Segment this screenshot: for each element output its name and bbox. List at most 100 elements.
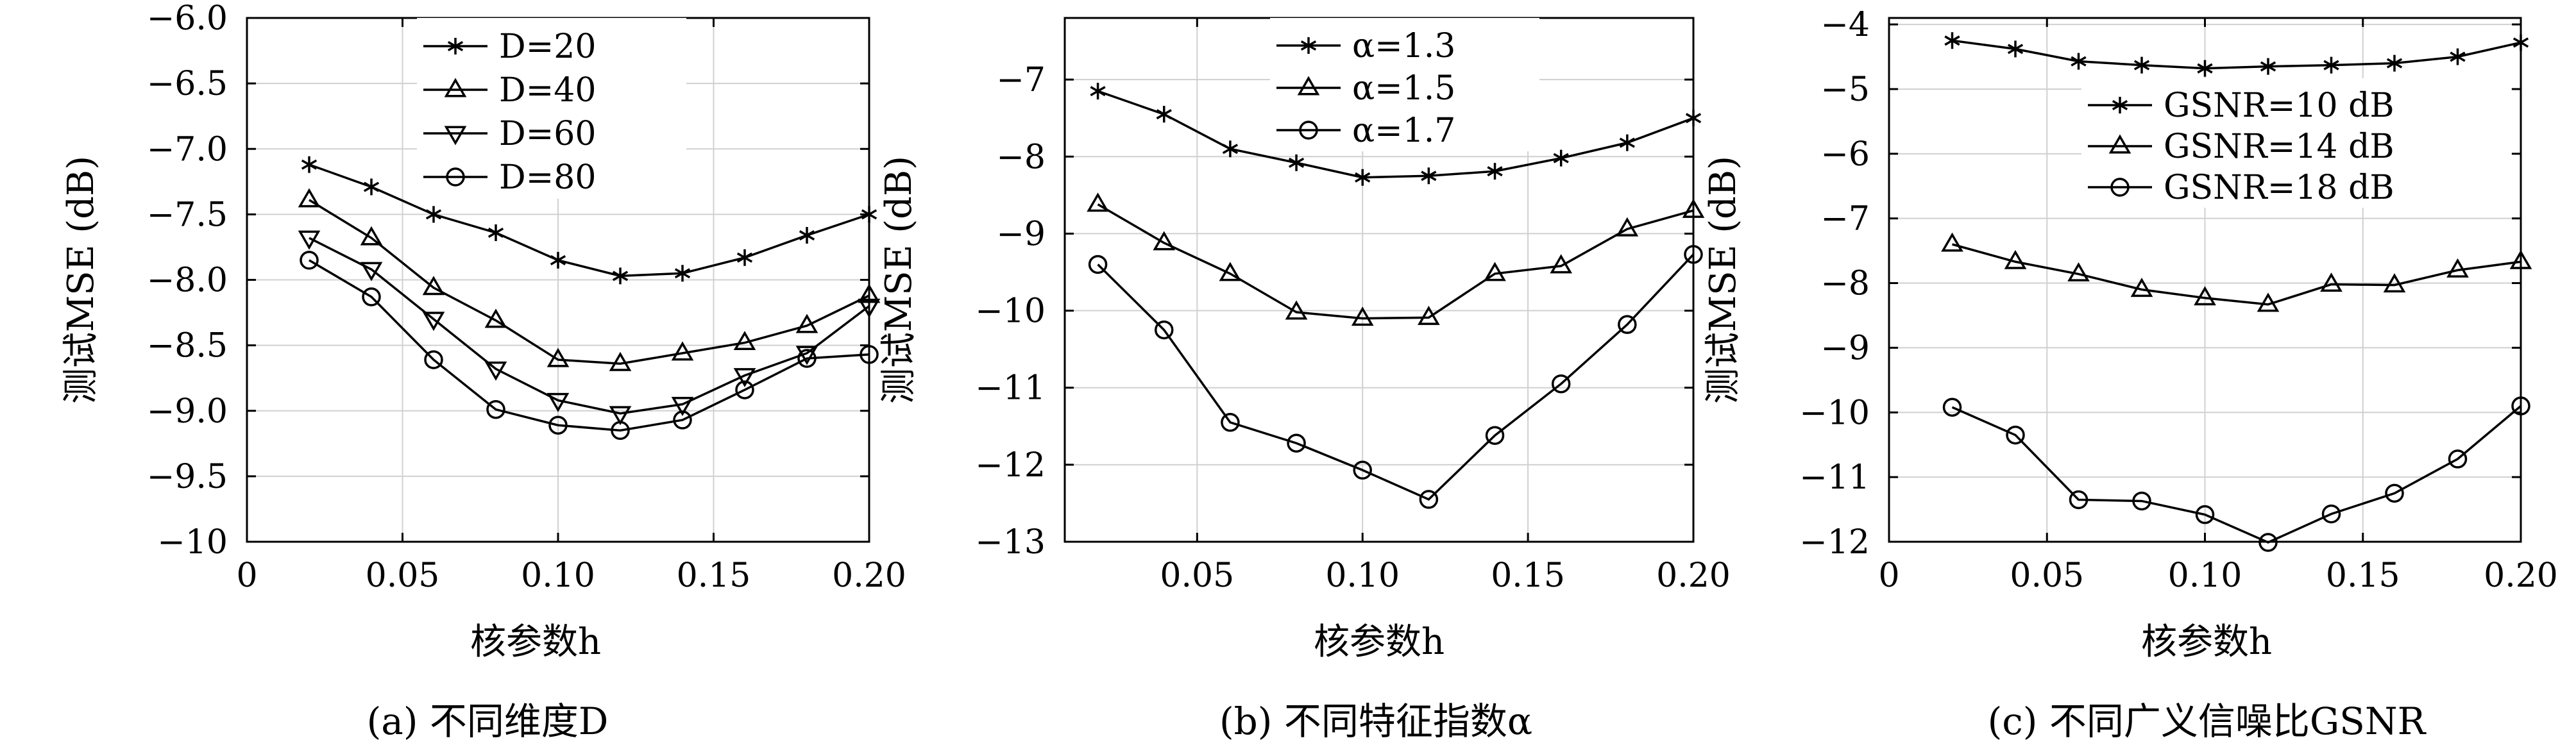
data-point [425, 206, 442, 223]
series-2 [1087, 192, 1705, 326]
data-point [2133, 56, 2150, 74]
legend-entry-label: α=1.5 [1352, 69, 1455, 108]
data-point [2258, 533, 2278, 552]
y-tick-label: −6.5 [147, 65, 228, 103]
series-line [309, 237, 870, 415]
data-point [1285, 300, 1308, 320]
series-4 [300, 251, 879, 440]
data-point [360, 262, 383, 281]
x-tick-label: 0.10 [2168, 557, 2242, 595]
legend-marker [1299, 121, 1318, 140]
data-point [2448, 449, 2468, 469]
data-point [1156, 106, 1172, 123]
legend-entry-label: D=60 [499, 115, 596, 153]
data-point [733, 331, 756, 351]
data-point [1418, 305, 1440, 325]
y-tick-label: −7 [996, 61, 1046, 99]
y-tick-label: −5 [1820, 71, 1870, 109]
data-point [2383, 273, 2406, 293]
data-point [547, 347, 570, 367]
data-point [422, 312, 445, 331]
data-point [1154, 320, 1174, 340]
data-point [2385, 483, 2404, 503]
data-point [673, 410, 692, 430]
x-axis-label: 核参数h [470, 621, 601, 663]
legend-background [417, 18, 686, 199]
x-tick-label: 0.15 [1491, 557, 1565, 595]
y-tick-label: −11 [1799, 458, 1870, 497]
data-point [674, 265, 691, 282]
data-point [1219, 262, 1242, 281]
data-point [1351, 306, 1374, 326]
data-point [2130, 278, 2153, 297]
data-point [362, 287, 381, 306]
data-point [733, 368, 756, 388]
data-point [797, 349, 817, 368]
legend-entry-label: D=40 [499, 71, 596, 110]
data-point [2512, 34, 2529, 51]
data-point [2071, 53, 2087, 70]
y-tick-label: −9.5 [147, 458, 228, 496]
series-3 [1942, 396, 2530, 552]
data-point [2004, 249, 2027, 269]
data-point [2194, 286, 2216, 306]
data-point [1487, 163, 1503, 180]
legend-marker [446, 167, 465, 187]
data-point [858, 298, 881, 318]
data-point [2006, 425, 2025, 445]
series-line [1097, 203, 1694, 320]
data-point [298, 188, 321, 208]
x-axis-label: 核参数h [2141, 621, 2272, 663]
data-point [861, 206, 877, 223]
data-point [1682, 198, 1705, 218]
data-point [1353, 460, 1372, 480]
x-tick-label: 0.05 [366, 557, 440, 595]
y-tick-label: −6 [1820, 135, 1870, 174]
legend: α=1.3 α=1.5 α=1.7 [1270, 18, 1539, 151]
data-point [486, 399, 505, 419]
data-point [301, 156, 318, 173]
data-point [1153, 231, 1176, 251]
data-point [858, 283, 881, 303]
data-point [1221, 413, 1240, 432]
legend-entry-label: GSNR=14 dB [2164, 128, 2394, 166]
data-point [2511, 396, 2530, 415]
x-tick-label: 0.20 [2484, 557, 2558, 595]
legend-entry-label: D=20 [499, 28, 596, 66]
data-point [1684, 245, 1703, 264]
y-tick-label: −10 [1799, 394, 1870, 432]
data-point [1618, 315, 1637, 334]
data-point [422, 276, 445, 296]
data-point [2321, 504, 2341, 524]
data-point [860, 345, 879, 364]
data-point [360, 226, 383, 246]
legend-entry-label: GSNR=10 dB [2164, 87, 2394, 125]
legend-marker [1300, 37, 1317, 54]
data-point [1288, 154, 1305, 171]
y-tick-label: −6.0 [147, 0, 228, 38]
data-point [1419, 490, 1439, 509]
subfigure-caption: (a) 不同维度D [367, 699, 609, 743]
data-point [1087, 192, 1109, 212]
legend-marker [2110, 178, 2130, 197]
chart-panel-3: 0 0.05 0.10 0.15 0.20 −4 −5 −6 −7 −8 −9 −10 −11 −12 核参… [1702, 6, 2558, 743]
series-3 [298, 230, 881, 426]
data-point [1942, 398, 1962, 417]
subfigure-caption: (c) 不同广义信噪比GSNR [1988, 699, 2427, 743]
x-tick-label: 0.05 [1160, 557, 1234, 595]
data-point [2195, 505, 2215, 524]
data-point [1941, 232, 1963, 252]
y-tick-label: −7.5 [147, 196, 228, 234]
series-3 [1088, 245, 1703, 509]
y-tick-label: −9 [996, 215, 1046, 253]
data-point [300, 251, 319, 270]
series-line [309, 163, 870, 278]
data-point [671, 341, 694, 361]
chart-panel-1: 0 0.05 0.10 0.15 0.20 −6.0 −6.5 −7.0 −7.5 −8.0 −8.… [60, 0, 906, 743]
x-tick-label: 0.10 [521, 557, 595, 595]
data-point [2320, 272, 2343, 292]
data-point [298, 230, 321, 250]
data-point [671, 397, 694, 416]
x-tick-label: 0.10 [1325, 557, 1400, 595]
